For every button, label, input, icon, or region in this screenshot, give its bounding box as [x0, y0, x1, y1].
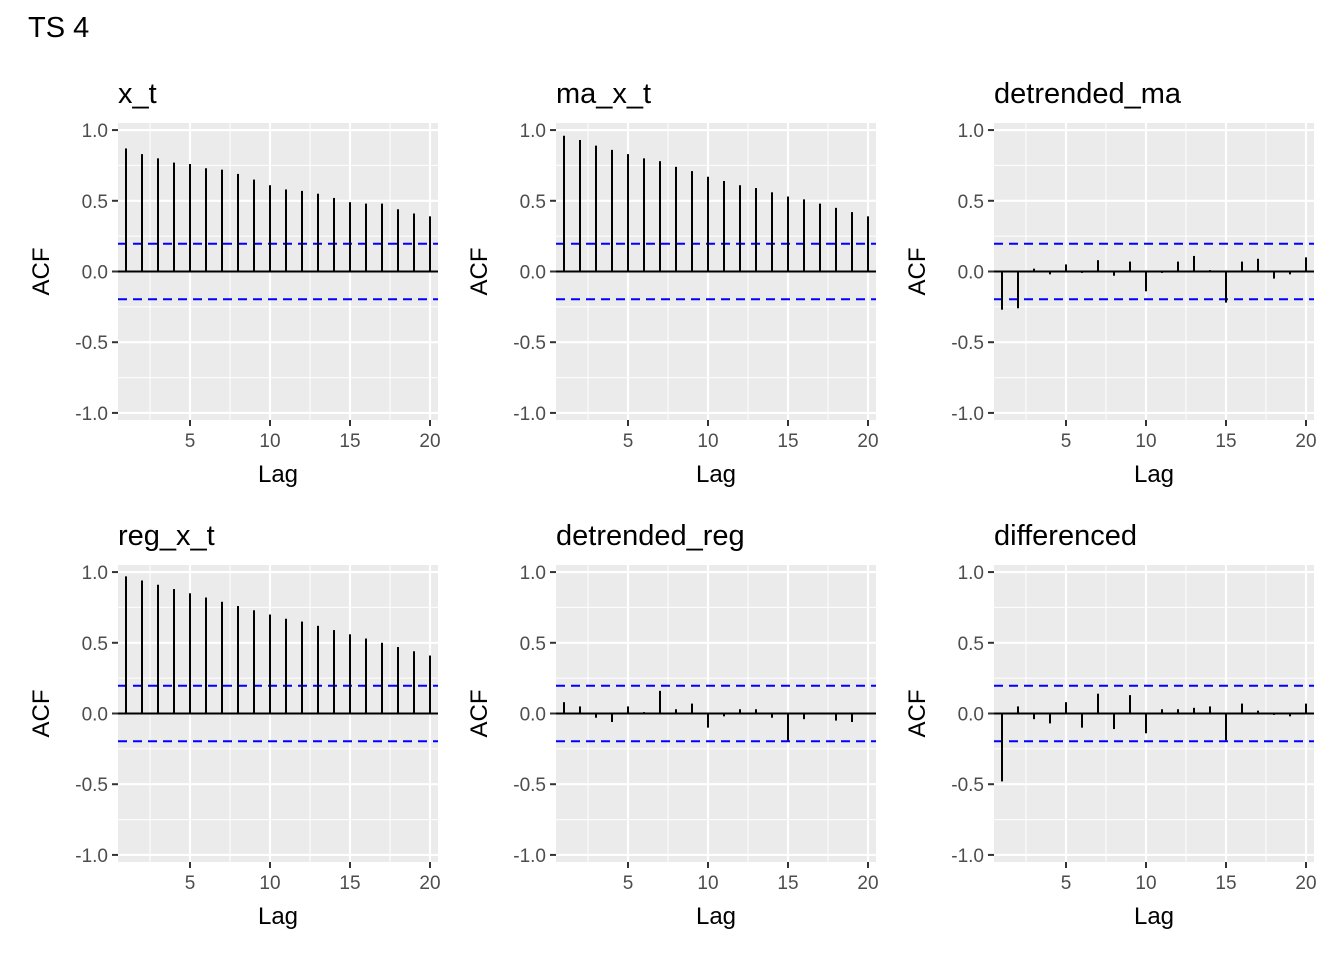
x-tick-label: 10: [259, 431, 280, 452]
x-tick-label: 20: [857, 431, 878, 452]
x-axis-label: Lag: [696, 903, 736, 930]
panel-title: reg_x_t: [118, 520, 215, 552]
x-tick-label: 10: [697, 873, 718, 894]
y-axis-label: ACF: [904, 248, 931, 296]
y-tick-label: 1.0: [520, 121, 546, 142]
y-tick-label: 0.0: [958, 705, 984, 726]
y-tick-label: 0.0: [82, 705, 108, 726]
y-tick-label: -0.5: [75, 333, 108, 354]
x-axis-label: Lag: [696, 461, 736, 488]
y-tick-label: -0.5: [951, 333, 984, 354]
y-tick-label: 1.0: [958, 563, 984, 584]
y-tick-label: -0.5: [513, 333, 546, 354]
x-tick-label: 15: [339, 873, 360, 894]
x-tick-label: 5: [1061, 431, 1072, 452]
panel-title: detrended_ma: [994, 78, 1182, 110]
y-axis-label: ACF: [466, 248, 493, 296]
y-tick-label: 1.0: [520, 563, 546, 584]
y-tick-label: -1.0: [513, 404, 546, 425]
x-tick-label: 10: [1135, 873, 1156, 894]
y-tick-label: 1.0: [82, 121, 108, 142]
y-tick-label: 0.5: [82, 634, 108, 655]
y-tick-label: -0.5: [951, 775, 984, 796]
x-tick-label: 10: [697, 431, 718, 452]
panel-title: x_t: [118, 78, 157, 110]
x-tick-label: 15: [777, 873, 798, 894]
x-tick-label: 5: [623, 431, 634, 452]
y-tick-label: 0.0: [958, 263, 984, 284]
acf-panel-reg-x-t: 1.0 0.5 0.0 -0.5 -1.0 5 10 15 20 reg_x_t Lag ACF: [28, 520, 441, 930]
y-tick-label: -1.0: [951, 846, 984, 867]
x-tick-label: 20: [419, 431, 440, 452]
y-tick-label: -1.0: [951, 404, 984, 425]
x-tick-label: 5: [1061, 873, 1072, 894]
y-axis-label: ACF: [28, 248, 55, 296]
panel-title: ma_x_t: [556, 78, 651, 110]
y-tick-label: 0.0: [520, 263, 546, 284]
y-axis-label: ACF: [466, 690, 493, 738]
y-tick-label: 0.0: [82, 263, 108, 284]
x-tick-label: 20: [1295, 873, 1316, 894]
y-axis-label: ACF: [28, 690, 55, 738]
y-axis-label: ACF: [904, 690, 931, 738]
y-tick-label: -1.0: [75, 846, 108, 867]
x-axis-label: Lag: [1134, 903, 1174, 930]
acf-panel-detrended-reg: 1.0 0.5 0.0 -0.5 -1.0 5 10 15 20 detrended_reg Lag…: [466, 520, 879, 930]
x-tick-label: 15: [777, 431, 798, 452]
y-tick-label: 0.5: [82, 192, 108, 213]
panel-title: differenced: [994, 520, 1137, 552]
x-tick-label: 5: [623, 873, 634, 894]
panel-title: detrended_reg: [556, 520, 745, 552]
page-title: TS 4: [28, 12, 90, 44]
y-tick-label: 0.5: [520, 634, 546, 655]
x-axis-label: Lag: [258, 461, 298, 488]
y-tick-label: 1.0: [958, 121, 984, 142]
y-tick-label: 0.0: [520, 705, 546, 726]
acf-panel-ma-x-t: 1.0 0.5 0.0 -0.5 -1.0 5 10 15 20 ma_x_t Lag ACF: [466, 78, 879, 488]
x-axis-label: Lag: [258, 903, 298, 930]
x-tick-label: 10: [259, 873, 280, 894]
x-tick-label: 20: [857, 873, 878, 894]
acf-panel-differenced: 1.0 0.5 0.0 -0.5 -1.0 5 10 15 20 differenced Lag AC…: [904, 520, 1317, 930]
y-tick-label: -0.5: [75, 775, 108, 796]
y-tick-label: -1.0: [75, 404, 108, 425]
x-tick-label: 20: [419, 873, 440, 894]
acf-panel-x-t: 1.0 0.5 0.0 -0.5 -1.0 5 10 15 20 x_t Lag ACF: [28, 78, 441, 488]
x-tick-label: 20: [1295, 431, 1316, 452]
x-tick-label: 5: [185, 873, 196, 894]
x-tick-label: 5: [185, 431, 196, 452]
x-tick-label: 15: [1215, 431, 1236, 452]
y-tick-label: 0.5: [520, 192, 546, 213]
y-tick-label: 0.5: [958, 634, 984, 655]
y-tick-label: -1.0: [513, 846, 546, 867]
y-tick-label: 1.0: [82, 563, 108, 584]
y-tick-label: 0.5: [958, 192, 984, 213]
acf-panel-detrended-ma: 1.0 0.5 0.0 -0.5 -1.0 5 10 15 20 detrended_ma Lag A…: [904, 78, 1317, 488]
x-tick-label: 15: [1215, 873, 1236, 894]
y-tick-label: -0.5: [513, 775, 546, 796]
x-axis-label: Lag: [1134, 461, 1174, 488]
x-tick-label: 10: [1135, 431, 1156, 452]
x-tick-label: 15: [339, 431, 360, 452]
